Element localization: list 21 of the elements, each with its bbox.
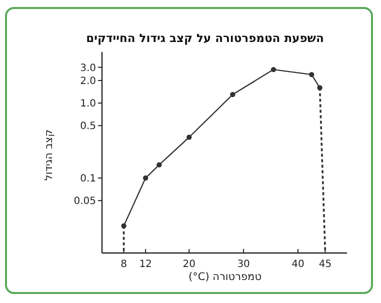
y-tick-label: 0.05: [74, 196, 96, 208]
x-tick-label: 12: [139, 259, 152, 270]
y-tick-label: 0.1: [80, 174, 96, 185]
y-tick-label: 0.5: [80, 121, 96, 132]
y-tick-label: 3.0: [80, 62, 96, 74]
point: [156, 162, 162, 168]
x-tick-label: 45: [318, 259, 332, 270]
x-tick-label: 30: [237, 259, 250, 270]
y-axis-title: קצב הגידול: [43, 129, 55, 181]
x-tick-label: 40: [292, 259, 304, 270]
point: [230, 92, 236, 98]
x-tick-label: 20: [182, 259, 196, 270]
point: [142, 175, 148, 181]
point: [270, 66, 276, 72]
point: [309, 72, 314, 78]
chart-title: השפעת הטמפרטורה על קצב גידול החיידקים: [86, 31, 324, 45]
x-axis-title: טמפרטורה (°C): [188, 271, 262, 283]
y-tick-label: 2.0: [80, 76, 96, 88]
point: [186, 134, 192, 140]
x-tick-label: 8: [120, 259, 127, 270]
y-tick-label: 1.0: [80, 98, 96, 110]
